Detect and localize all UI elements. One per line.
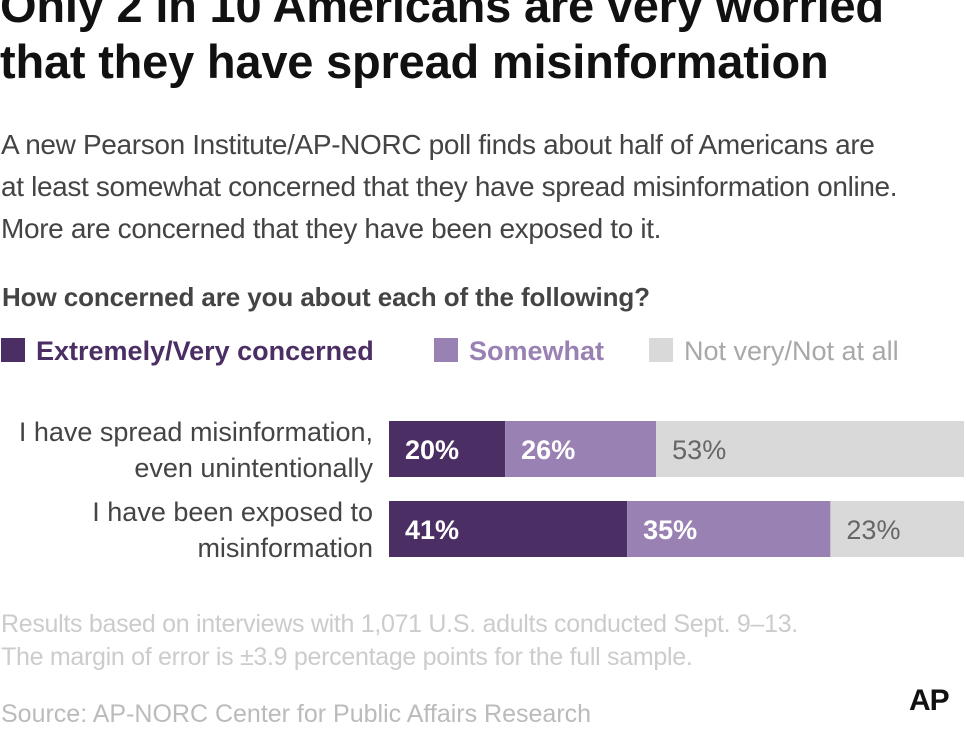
data-label-extremely-very-concerned-2: 41% (405, 515, 459, 545)
data-label-not-very-not-at-all-2: 23% (846, 515, 900, 545)
methodology-note: Results based on interviews with 1,071 U… (1, 608, 961, 674)
bar-somewhat-2 (627, 501, 831, 557)
legend-label-not-very: Not very/Not at all (684, 336, 899, 366)
bar-extremely-very-concerned-2 (389, 501, 628, 557)
title-line-2: that they have spread misinformation (0, 35, 829, 88)
bar-not-very-not-at-all-1 (656, 421, 964, 477)
category-label-1-line-1: I have spread misinformation, (19, 417, 373, 447)
category-label-2-line-2: misinformation (197, 533, 373, 563)
chart-legend: Extremely/Very concerned Somewhat Not ve… (0, 333, 966, 369)
stacked-bar-chart: I have spread misinformation, even uninte… (19, 417, 964, 563)
subtitle-line-3: More are concerned that they have been e… (1, 213, 662, 244)
legend-label-extremely-very: Extremely/Very concerned (36, 336, 374, 366)
note-line-2: The margin of error is ±3.9 percentage p… (1, 643, 693, 671)
legend-swatch-extremely-very (1, 338, 25, 362)
legend-swatch-not-very (649, 338, 673, 362)
data-label-somewhat-1: 26% (521, 435, 575, 465)
source-credit: Source: AP-NORC Center for Public Affair… (1, 700, 592, 728)
title-line-1: Only 2 in 10 Americans are very worried (0, 0, 884, 32)
bar-not-very-not-at-all-2 (830, 501, 964, 557)
ap-logo: AP (909, 684, 950, 717)
data-label-not-very-not-at-all-1: 53% (672, 435, 726, 465)
subtitle-line-2: at least somewhat concerned that they ha… (1, 171, 898, 202)
chart-subtitle: A new Pearson Institute/AP-NORC poll fin… (1, 124, 963, 250)
data-label-extremely-very-concerned-1: 20% (405, 435, 459, 465)
legend-label-somewhat: Somewhat (469, 336, 605, 366)
bar-somewhat-1 (505, 421, 657, 477)
chart-title: Only 2 in 10 Americans are very worried … (0, 0, 966, 90)
legend-swatch-somewhat (434, 338, 458, 362)
category-label-2-line-1: I have been exposed to (92, 497, 373, 527)
note-line-1: Results based on interviews with 1,071 U… (1, 610, 798, 638)
data-label-somewhat-2: 35% (643, 515, 697, 545)
subtitle-line-1: A new Pearson Institute/AP-NORC poll fin… (1, 129, 875, 160)
category-label-1-line-2: even unintentionally (134, 453, 373, 483)
bar-extremely-very-concerned-1 (389, 421, 506, 477)
survey-question: How concerned are you about each of the … (2, 282, 650, 312)
